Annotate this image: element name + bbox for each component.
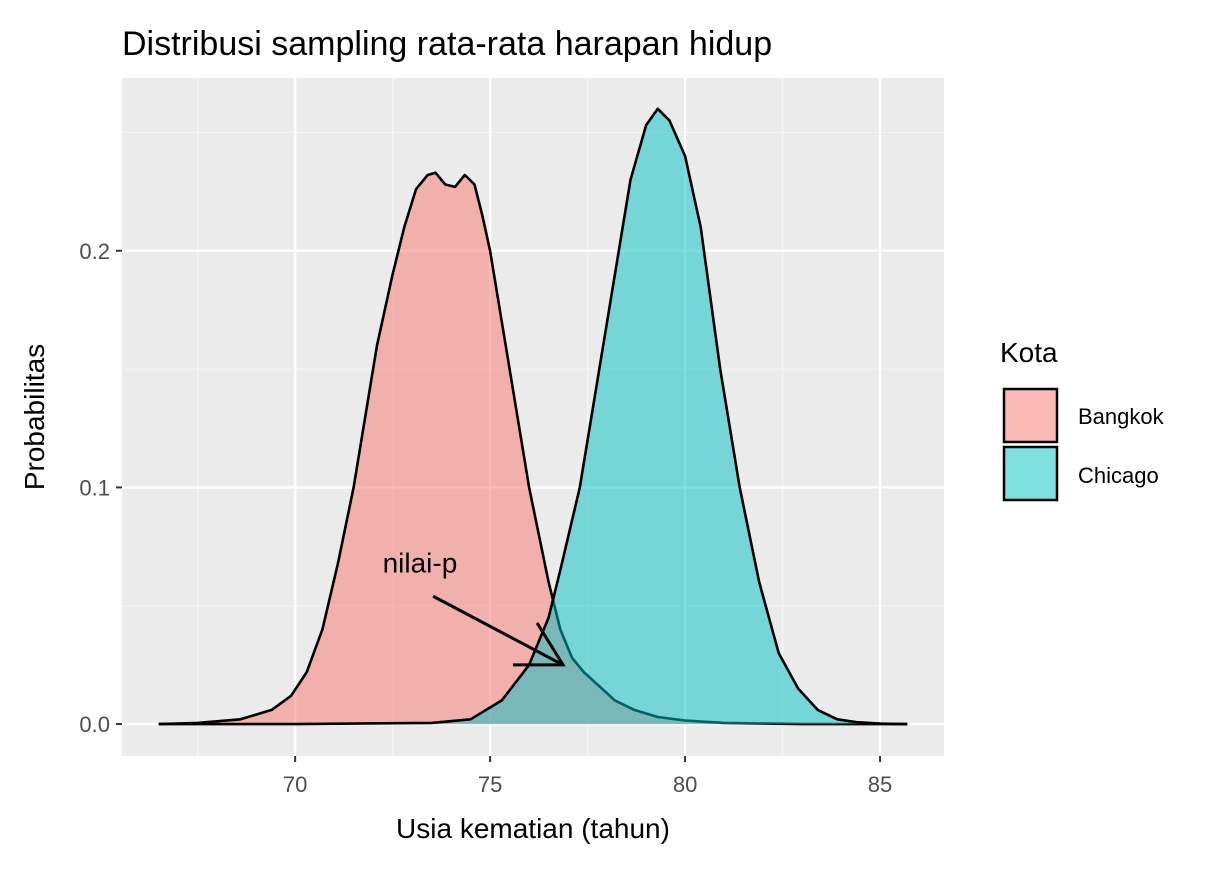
y-tick-label: 0.1 [79,475,110,500]
annotation-arrow [432,594,564,667]
legend-key-bangkok [1002,387,1059,444]
y-axis-label: Probabilitas [19,344,50,490]
annotation: nilai-p [383,548,566,667]
x-tick-label: 80 [673,772,697,797]
ticks: 70 75 80 85 0.0 0.1 0.2 [79,239,892,797]
x-axis-label: Usia kematian (tahun) [396,813,670,844]
y-tick-label: 0.0 [79,712,110,737]
legend: Kota Bangkok Chicago [1000,337,1165,502]
chart-title: Distribusi sampling rata-rata harapan hi… [122,25,772,63]
legend-label-bangkok: Bangkok [1078,404,1165,429]
x-tick-label: 70 [283,772,307,797]
series-layer [158,107,908,726]
legend-label-chicago: Chicago [1078,463,1159,488]
legend-title: Kota [1000,337,1058,368]
y-tick-label: 0.2 [79,239,110,264]
x-tick-label: 85 [868,772,892,797]
legend-key-chicago [1002,445,1059,502]
density-area-chicago [158,108,908,725]
arrow-head [513,622,566,667]
density-line-chicago [158,107,908,726]
annotation-text: nilai-p [383,548,458,579]
x-tick-label: 75 [478,772,502,797]
density-area-bangkok [158,172,908,725]
